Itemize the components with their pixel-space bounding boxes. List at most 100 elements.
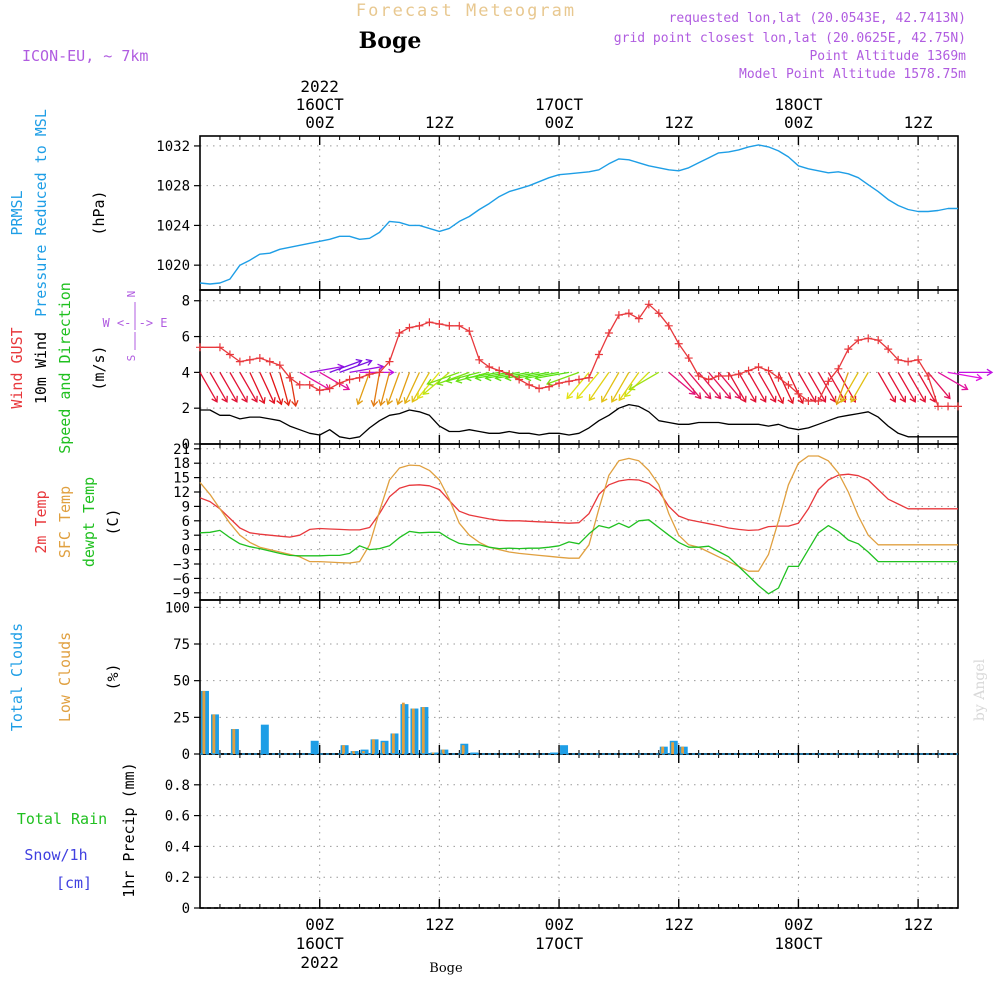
wind-panel-frame (199, 289, 959, 445)
temp-line-1 (199, 455, 958, 572)
total-rain-label: Total Rain (17, 810, 107, 828)
wind-direction-arrow (437, 371, 470, 385)
wind-gust-marker (824, 377, 833, 386)
temperature-ytick-label: −3 (173, 557, 190, 573)
wind-gust-marker (744, 366, 753, 375)
low-clouds-bar (352, 751, 355, 754)
precip-ytick-label: 0.2 (165, 870, 190, 886)
wind-gust-marker (225, 350, 234, 359)
wind-gust-marker (704, 375, 713, 384)
wind-direction-arrow (397, 372, 411, 405)
total-clouds-bar (470, 752, 479, 754)
wind-compass-label: S (125, 355, 138, 362)
snow-unit-label: [cm] (56, 874, 92, 892)
wind-gust-marker (904, 357, 913, 366)
wind-direction-arrow (505, 371, 540, 379)
wind-gust-marker (674, 339, 683, 348)
wind-gust-marker (255, 354, 264, 363)
wind-direction-arrowhead (909, 395, 917, 403)
wind-direction-arrow (404, 372, 421, 404)
sfc-temp-ylabel: SFC Temp (56, 486, 74, 558)
wind-gust-marker (235, 357, 244, 366)
watermark: by Angel (972, 658, 988, 721)
wind-direction-arrow (229, 372, 248, 403)
wind-direction-arrowhead (283, 399, 292, 407)
low-clouds-bar (431, 752, 435, 754)
wind-direction-arrow (299, 371, 330, 390)
wind-direction-arrow (840, 372, 859, 403)
wind-gust-marker (854, 336, 863, 345)
temperature-ytick-label: −6 (173, 571, 190, 587)
low-clouds-bar (681, 746, 685, 754)
wind-gust-marker (874, 336, 883, 345)
wind-direction-arrowhead (411, 395, 419, 403)
wind-direction-arrow (411, 372, 430, 403)
temperature-ytick-label: 6 (182, 514, 190, 530)
wind-direction-arrowhead (576, 392, 583, 400)
wind-ytick-label: 8 (182, 294, 190, 310)
pressure-ylabel: PRMSL (8, 190, 26, 235)
wind-direction-arrowhead (919, 395, 927, 403)
total-clouds-ylabel: Total Clouds (8, 623, 26, 731)
wind-direction-arrow (387, 372, 401, 405)
wind-gust-marker (694, 371, 703, 380)
temperature-ytick-label: 15 (173, 471, 190, 487)
wind-direction-arrow (708, 371, 732, 399)
low-clouds-bar (382, 742, 385, 754)
wind-direction-arrowhead (251, 395, 258, 403)
clouds-ytick-label: 0 (182, 747, 190, 763)
bottom-time-label: 16OCT (296, 934, 345, 953)
wind-direction-arrowhead (628, 383, 636, 391)
wind-direction-arrow (927, 371, 951, 399)
wind-direction-arrowhead (436, 378, 444, 386)
wind-gust-marker (375, 368, 384, 377)
wind-direction-arrow (887, 372, 906, 403)
wind-gust-marker (245, 355, 254, 364)
top-time-label: 18OCT (774, 95, 823, 114)
pressure-ylabel: Pressure Reduced to MSL (32, 109, 50, 317)
wind-gust-marker (365, 370, 374, 379)
wind-direction-arrowhead (221, 395, 228, 403)
wind-gust-marker (634, 314, 643, 323)
wind-direction-arrowhead (819, 395, 827, 403)
temperature-ytick-label: 21 (173, 442, 190, 458)
precip-panel-frame (199, 753, 959, 909)
wind-direction-arrowhead (610, 395, 618, 403)
wind-gust-marker (565, 377, 574, 386)
bottom-time-label: 00Z (545, 915, 574, 934)
low-clouds-bar (202, 690, 206, 754)
clouds-ytick-label: 75 (173, 637, 190, 653)
wind-direction-arrowhead (769, 395, 777, 403)
wind-direction-arrow (319, 371, 350, 390)
wind-direction-arrow (767, 372, 784, 404)
wind-gust-marker (774, 373, 783, 382)
wind-gust-marker (844, 345, 853, 354)
wind-gust-marker (445, 321, 454, 330)
wind-direction-arrowhead (961, 383, 969, 391)
wind-direction-arrow (515, 371, 550, 379)
wind-gust-marker (864, 334, 873, 343)
precip-ytick-label: 0.8 (165, 778, 190, 794)
wind-direction-arrowhead (986, 368, 994, 377)
wind-direction-arrow (728, 372, 747, 403)
wind-direction-arrow (678, 371, 702, 399)
wind-gust-marker (614, 311, 623, 320)
pressure-unit-label: (hPa) (90, 190, 108, 235)
wind-direction-arrowhead (600, 395, 608, 403)
temperature-ytick-label: 12 (173, 485, 190, 501)
low-clouds-bar (372, 739, 375, 754)
pressure-line (199, 144, 958, 285)
wind-direction-arrowhead (422, 388, 430, 395)
temp-unit-label: (C) (104, 508, 122, 535)
wind-gust-marker (525, 380, 534, 389)
wind-gust-marker (435, 320, 444, 329)
wind-direction-arrow (917, 372, 936, 403)
wind-gust-marker (624, 309, 633, 318)
wind-gust-marker (555, 379, 564, 388)
wind-gust-marker (425, 318, 434, 327)
temperature-ytick-label: 0 (182, 543, 190, 559)
bottom-time-label: 00Z (784, 915, 813, 934)
pressure-ytick-label: 1020 (156, 258, 190, 274)
snow-label: Snow/1h (24, 846, 87, 864)
low-clouds-bar (232, 729, 236, 754)
